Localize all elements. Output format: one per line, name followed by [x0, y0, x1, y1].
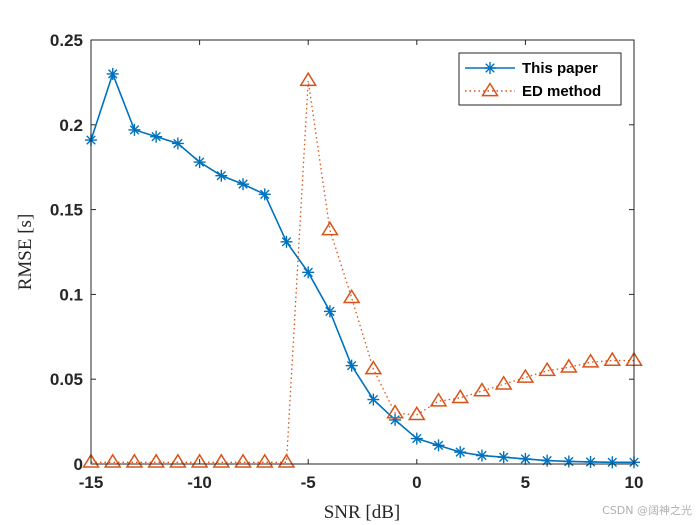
data-point-this-paper [389, 413, 402, 426]
data-point-ed-method [82, 453, 100, 468]
data-point-this-paper [410, 432, 423, 445]
data-point-ed-method [603, 351, 622, 366]
data-point-ed-method [255, 453, 274, 468]
data-point-this-paper [475, 449, 488, 462]
plot-area [91, 40, 634, 464]
data-point-this-paper [519, 452, 532, 465]
watermark: CSDN @阔神之光 [602, 503, 692, 517]
y-axis-title: RMSE [s] [15, 214, 36, 291]
data-point-ed-method [321, 221, 339, 236]
data-point-ed-method [429, 392, 448, 407]
data-point-ed-method [277, 453, 296, 468]
data-point-ed-method [407, 405, 426, 421]
data-point-this-paper [323, 305, 336, 318]
data-point-ed-method [125, 453, 144, 468]
legend-marker-this-paper [484, 62, 496, 74]
y-tick-label: 0.2 [59, 116, 83, 135]
data-point-this-paper [258, 188, 271, 201]
x-tick-label: -15 [79, 473, 104, 492]
data-point-ed-method [494, 375, 513, 390]
data-point-ed-method [299, 71, 318, 87]
data-point-ed-method [538, 361, 556, 377]
y-tick-label: 0.05 [50, 370, 83, 389]
plot-frame [90, 39, 635, 465]
data-point-ed-method [147, 453, 166, 468]
data-point-ed-method [516, 368, 535, 383]
data-point-this-paper [171, 137, 184, 150]
y-tick-label: 0.15 [50, 201, 83, 220]
x-tick-label: 5 [521, 473, 530, 492]
legend-marker-ed-method [481, 82, 499, 97]
data-point-this-paper [193, 156, 206, 169]
data-point-ed-method [103, 453, 122, 468]
data-point-this-paper [345, 359, 358, 372]
data-point-this-paper [432, 439, 445, 452]
data-point-ed-method [473, 382, 491, 397]
data-point-ed-method [212, 453, 231, 468]
data-point-ed-method [190, 453, 209, 468]
data-point-this-paper [237, 178, 250, 191]
data-point-this-paper [562, 455, 575, 468]
data-point-ed-method [559, 358, 578, 373]
data-point-this-paper [280, 235, 293, 248]
legend-triangle-icon [481, 82, 499, 97]
data-point-this-paper [367, 393, 380, 406]
data-point-ed-method [386, 404, 404, 419]
data-point-this-paper [150, 130, 163, 143]
series-layer [82, 67, 643, 469]
y-tick-label: 0.25 [50, 31, 83, 50]
legend-label-this-paper: This paper [522, 60, 598, 77]
x-axis-title: SNR [dB] [324, 502, 401, 523]
data-point-this-paper [454, 446, 467, 459]
y-tick-label: 0 [74, 455, 83, 474]
data-point-ed-method [342, 288, 361, 304]
axis-ticks: -15 -10 -5 0 5 10 0 0.05 0.1 0.15 0.2 0.25 [50, 31, 644, 492]
data-point-this-paper [302, 266, 315, 279]
data-point-this-paper [215, 169, 228, 182]
x-tick-label: 0 [412, 473, 421, 492]
data-point-this-paper [106, 67, 119, 80]
legend-label-ed-method: ED method [522, 83, 601, 100]
x-tick-label: -5 [301, 473, 316, 492]
data-point-this-paper [128, 123, 141, 136]
series-markers-ed-method [82, 71, 643, 468]
y-tick-label: 0.1 [59, 285, 83, 304]
data-point-ed-method [234, 453, 252, 468]
legend: This paper ED method [458, 52, 622, 106]
data-point-ed-method [364, 360, 383, 375]
legend-asterisk-icon [484, 62, 496, 74]
series-markers-this-paper [85, 67, 640, 469]
data-point-this-paper [541, 454, 554, 467]
x-tick-label: -10 [187, 473, 212, 492]
data-point-this-paper [497, 451, 510, 464]
data-point-ed-method [581, 353, 600, 368]
x-tick-label: 10 [625, 473, 644, 492]
data-point-ed-method [169, 453, 187, 468]
series-line-ed-method [91, 80, 634, 463]
data-point-this-paper [606, 456, 619, 469]
data-point-ed-method [451, 388, 470, 404]
data-point-this-paper [584, 455, 597, 468]
